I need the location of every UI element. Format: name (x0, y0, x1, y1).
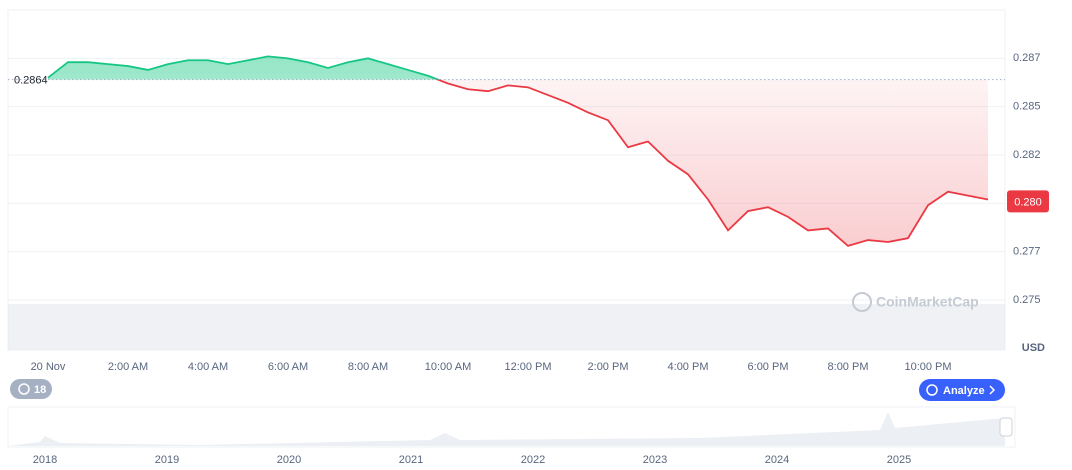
navigator-handle[interactable] (999, 417, 1013, 437)
navigator-year: 2020 (277, 454, 301, 466)
x-tick-label: 8:00 AM (348, 361, 388, 373)
analyze-button[interactable]: Analyze (919, 379, 1005, 401)
analyze-label: Analyze (943, 385, 985, 397)
baseline-label: 0.2864 (14, 75, 48, 87)
price-line (47, 55, 441, 80)
y-tick-label: 0.285 (1013, 101, 1041, 113)
y-tick-label: 0.275 (1013, 294, 1041, 306)
y-tick-label: 0.282 (1013, 149, 1041, 161)
x-tick-label: 12:00 PM (504, 361, 551, 373)
x-tick-label: 20 Nov (31, 361, 66, 373)
navigator-area (8, 412, 1005, 446)
watermark: CoinMarketCap (852, 292, 979, 312)
volume-area (8, 304, 1005, 350)
x-tick-label: 8:00 PM (828, 361, 869, 373)
navigator-year: 2019 (155, 454, 179, 466)
navigator-year: 2018 (33, 454, 57, 466)
badge-bg (10, 379, 52, 399)
badge-icon (18, 383, 30, 395)
y-unit: USD (1022, 342, 1045, 354)
price-line (435, 79, 989, 247)
x-tick-label: 10:00 AM (425, 361, 471, 373)
navigator-year: 2024 (765, 454, 789, 466)
navigator-year: 2025 (887, 454, 911, 466)
indicator-badge[interactable]: 18 (10, 379, 52, 399)
y-tick-label: 0.287 (1013, 52, 1041, 64)
navigator-year: 2023 (643, 454, 667, 466)
area-up (48, 56, 438, 80)
x-tick-label: 4:00 AM (188, 361, 228, 373)
last-price-badge (1007, 190, 1049, 213)
area-down (48, 79, 988, 246)
watermark-text: CoinMarketCap (876, 294, 979, 310)
x-tick-label: 6:00 AM (268, 361, 308, 373)
x-tick-label: 4:00 PM (668, 361, 709, 373)
analyze-icon (926, 384, 938, 396)
navigator-year: 2022 (521, 454, 545, 466)
analyze-chevron (989, 385, 996, 395)
last-price-label: 0.280 (1014, 196, 1042, 208)
x-tick-label: 10:00 PM (904, 361, 951, 373)
x-tick-label: 6:00 PM (748, 361, 789, 373)
badge-count: 18 (34, 384, 46, 396)
analyze-bg (919, 379, 1005, 401)
x-tick-label: 2:00 AM (108, 361, 148, 373)
navigator-year: 2021 (399, 454, 423, 466)
y-tick-label: 0.277 (1013, 246, 1041, 258)
x-tick-label: 2:00 PM (588, 361, 629, 373)
